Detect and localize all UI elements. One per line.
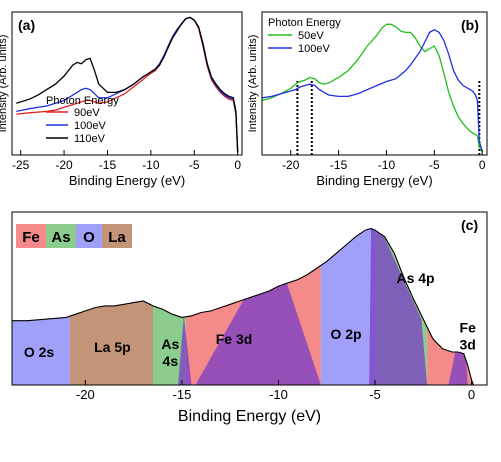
panel-c-x-tick-label: -5 [369,387,381,402]
panel-a-series-line-90eV [16,16,239,153]
panel-a-x-axis-label: Binding Energy (eV) [69,173,185,188]
panel-c-envelope-line [12,227,475,386]
panel-c-region-label: Fe 3d [460,320,477,353]
panel-a-label: (a) [18,17,35,33]
panel-a-plot-frame [11,11,243,156]
panel-b-legend-title: Photon Energy [268,17,341,29]
panel-a-legend-title: Photon Energy [46,95,119,107]
panel-c-plot-frame [11,211,488,386]
panel-b-x-tick-label: -15 [330,158,348,172]
panel-c-x-tick-label: 0 [468,387,475,402]
panel-a-panel: -25 -20 -15 -10 -5 0 Binding Energy (eV) Intens… [0,11,243,188]
panel-c-region-as-4s [153,305,186,385]
panel-c-region-label: O 2p [330,326,361,342]
panel-b-x-axis-label: Binding Energy (eV) [316,173,432,188]
panel-c-region-label: As 4p [396,270,434,286]
panel-c-legend-label-la: La [108,229,126,246]
panel-c-region-label: Fe 3d [216,331,253,347]
panel-c-region-label-line: As [161,336,179,352]
panel-c-region-label: O 2s [24,344,55,360]
panel-b-x-tick-label: -5 [429,158,440,172]
panel-c-x-tick-label: -15 [173,387,192,402]
panel-b-series-line-50eV [262,23,483,153]
panel-c: -20 -15 -10 -5 0 Binding Energy (eV) (c) O 2s La… [11,211,488,425]
panel-a-legend-entry-90eV: 90eV [74,107,100,119]
panel-c-legend-label-o: O [83,229,95,246]
panel-a-series-line-110eV [16,16,239,153]
panel-b-y-axis-label: Intensity (Arb. units) [247,35,259,133]
panel-c-hybrid-wedge [448,348,468,385]
panel-c-label: (c) [461,217,478,233]
panel-a-x-tick-label: 0 [234,158,241,172]
panel-b-legend-entry-50eV: 50eV [298,30,324,42]
panel-c-legend-box-o [76,224,102,248]
panel-a-x-tick-label: -25 [12,158,30,172]
panel-c-x-axis-label: Binding Energy (eV) [178,408,321,425]
panel-c-region-o-2s [12,316,70,385]
panel-b-plot-frame [261,11,488,156]
panel-a-x-tick-label: -10 [142,158,160,172]
panel-a-x-tick-label: -20 [55,158,73,172]
panel-c-legend-box-la [102,224,132,248]
panel-c-region-label: As 4s [161,336,179,369]
panel-c-legend-label-as: As [51,229,70,246]
panel-a-series-line-100eV [16,16,239,153]
panel-c-legend-box-as [46,224,76,248]
panel-b-series-line-100eV [262,28,483,152]
panel-b-x-tick-label: 0 [479,158,486,172]
panel-b-label: (b) [461,17,479,33]
panel-c-region-label-line: 4s [163,353,179,369]
panel-a-legend-entry-110eV: 110eV [74,133,106,145]
panel-c-hybrid-wedge [369,228,428,385]
panel-a-y-axis-label: Intensity (Arb. units) [0,35,9,133]
panel-c-region-label-line: 3d [460,337,476,353]
panel-c-legend-label-fe: Fe [22,229,40,246]
panel-b-panel: -20 -15 -10 -5 0 Binding Energy (eV) Intensity… [247,11,488,188]
panel-c-region-la-5p [69,301,153,385]
panel-c-region-label-line: Fe [460,320,477,336]
panel-c-x-tick-label: -20 [76,387,95,402]
panel-c-region-label: La 5p [94,339,131,355]
panel-a-x-tick-label: -15 [99,158,117,172]
panel-c-region-o-2p [320,228,375,385]
panel-a-x-tick-label: -5 [189,158,200,172]
panel-c-hybrid-wedge [195,281,321,385]
panel-c-legend-box-fe [16,224,46,248]
panel-b-legend-entry-100eV: 100eV [298,43,330,55]
panel-a-legend-entry-100eV: 100eV [74,120,106,132]
panel-b-x-tick-label: -10 [378,158,396,172]
panel-c-x-tick-label: -10 [269,387,288,402]
panel-b-x-tick-label: -20 [282,158,300,172]
panel-c-hybrid-wedge [178,315,192,385]
